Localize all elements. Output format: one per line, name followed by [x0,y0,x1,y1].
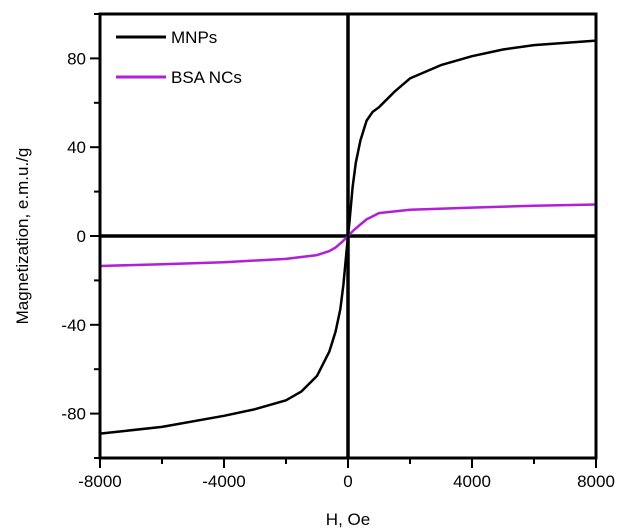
y-tick-label: -40 [61,316,86,335]
x-axis-title: H, Oe [326,510,370,529]
x-tick-label: -8000 [78,472,121,491]
x-tick-label: 8000 [577,472,615,491]
legend-label-bsa-ncs: BSA NCs [171,68,242,87]
y-tick-label: 80 [67,49,86,68]
y-axis-title: Magnetization, e.m.u./g [13,148,32,325]
series-line-mnps [98,39,598,435]
x-tick-label: -4000 [202,472,245,491]
plot-frame [98,12,598,460]
plot-area [98,14,598,458]
legend-label-mnps: MNPs [171,28,217,47]
y-tick-label: 40 [67,138,86,157]
y-tick-label: 0 [77,227,86,246]
plot-border [98,12,598,460]
legend: MNPs BSA NCs [116,28,242,87]
x-tick-label: 0 [343,472,352,491]
y-tick-label: -80 [61,405,86,424]
x-tick-label: 4000 [453,472,491,491]
axis-tick-labels: -8000 -4000 0 4000 8000 -80 -40 0 40 80 [61,49,614,491]
